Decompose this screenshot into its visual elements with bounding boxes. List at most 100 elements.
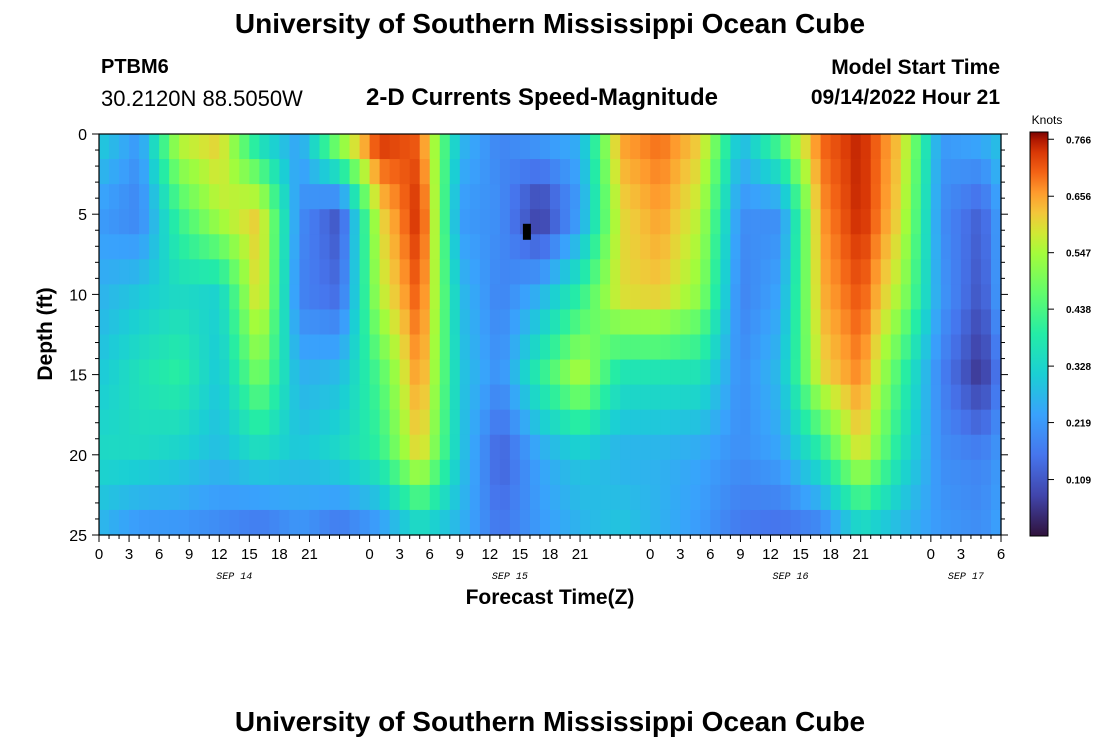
heatmap-cell — [670, 334, 681, 361]
heatmap-cell — [560, 184, 571, 210]
heatmap-cell — [349, 134, 361, 160]
heatmap-cell — [860, 459, 872, 486]
heatmap-cell — [259, 484, 270, 511]
heatmap-cell — [229, 284, 240, 311]
heatmap-cell — [309, 234, 321, 260]
heatmap-cell — [169, 384, 180, 411]
heatmap-cell — [119, 484, 130, 511]
heatmap-cell — [810, 284, 822, 311]
heatmap-cell — [159, 259, 170, 285]
heatmap-cell — [990, 134, 1002, 160]
heatmap-cell — [199, 509, 210, 536]
heatmap-cell — [439, 359, 451, 386]
heatmap-cell — [229, 409, 240, 436]
heatmap-cell — [620, 384, 631, 411]
heatmap-cell — [830, 134, 842, 160]
heatmap-cell — [469, 184, 481, 210]
heatmap-cell — [249, 134, 260, 160]
heatmap-cell — [850, 234, 862, 260]
heatmap-cell — [479, 209, 491, 235]
heatmap-cell — [780, 284, 792, 311]
heatmap-cell — [580, 484, 591, 511]
heatmap-cell — [800, 284, 812, 311]
heatmap-cell — [409, 234, 421, 260]
heatmap-cell — [680, 334, 691, 361]
heatmap-cell — [660, 334, 671, 361]
heatmap-cell — [960, 234, 972, 260]
heatmap-cell — [920, 284, 932, 311]
colorbar: Knots 0.7660.6560.5470.4380.3280.2190.10… — [1029, 113, 1091, 537]
heatmap-cell — [600, 159, 611, 185]
heatmap-cell — [990, 234, 1002, 260]
heatmap-cell — [800, 509, 812, 536]
x-tick-label: 12 — [762, 546, 779, 563]
heatmap-cell — [980, 459, 992, 486]
heatmap-cell — [990, 484, 1002, 511]
heatmap-cell — [580, 334, 591, 361]
heatmap-cell — [449, 159, 461, 185]
heatmap-cell — [720, 159, 731, 185]
heatmap-cell — [519, 309, 531, 336]
heatmap-cell — [499, 284, 511, 311]
heatmap-cell — [680, 184, 691, 210]
model-start-value: 09/14/2022 Hour 21 — [810, 86, 1000, 109]
heatmap-cell — [780, 234, 792, 260]
heatmap-cell — [209, 359, 220, 386]
heatmap-cell — [469, 459, 481, 486]
heatmap-cell — [309, 334, 321, 361]
heatmap-cell — [499, 309, 511, 336]
heatmap-cell — [690, 184, 701, 210]
heatmap-cell — [820, 484, 832, 511]
heatmap-cell — [590, 259, 601, 285]
heatmap-cell — [249, 509, 260, 536]
heatmap-cell — [329, 259, 341, 285]
heatmap-cell — [750, 134, 762, 160]
heatmap-cell — [970, 159, 982, 185]
x-tick-label: 21 — [572, 546, 589, 563]
heatmap-cell — [459, 309, 471, 336]
heatmap-cell — [890, 259, 902, 285]
heatmap-cell — [920, 309, 932, 336]
heatmap-cell — [419, 509, 431, 536]
heatmap-cell — [359, 159, 371, 185]
heatmap-cell — [319, 309, 331, 336]
heatmap-cell — [289, 159, 301, 185]
heatmap-cell — [309, 434, 321, 461]
heatmap-cell — [650, 259, 661, 285]
x-tick-label: 0 — [927, 546, 935, 563]
heatmap-cell — [529, 234, 541, 260]
heatmap-cell — [930, 409, 942, 436]
heatmap-cell — [890, 234, 902, 260]
heatmap-cell — [630, 334, 641, 361]
heatmap-cell — [690, 484, 701, 511]
heatmap-cell — [750, 459, 762, 486]
heatmap-cell — [499, 434, 511, 461]
heatmap-cell — [469, 509, 481, 536]
heatmap-cell — [389, 134, 401, 160]
heatmap-cell — [129, 334, 140, 361]
heatmap-cell — [720, 184, 731, 210]
heatmap-cell — [149, 184, 160, 210]
heatmap-cell — [740, 459, 752, 486]
heatmap-cell — [319, 259, 331, 285]
heatmap-cell — [229, 134, 240, 160]
heatmap-cell — [560, 509, 571, 536]
heatmap-cell — [139, 334, 150, 361]
heatmap-cell — [239, 509, 250, 536]
heatmap-cell — [990, 434, 1002, 461]
heatmap-cell — [990, 259, 1002, 285]
heatmap-cell — [399, 309, 411, 336]
heatmap-cell — [249, 459, 260, 486]
heatmap-cell — [790, 309, 802, 336]
heatmap-cell — [920, 409, 932, 436]
heatmap-cell — [139, 184, 150, 210]
heatmap-cell — [269, 184, 280, 210]
heatmap-cell — [670, 434, 681, 461]
heatmap-cell — [339, 284, 351, 311]
heatmap-cell — [259, 309, 270, 336]
heatmap-cell — [539, 184, 551, 210]
heatmap-cell — [399, 359, 411, 386]
heatmap-cell — [159, 209, 170, 235]
heatmap-cell — [790, 484, 802, 511]
heatmap-cell — [740, 209, 752, 235]
